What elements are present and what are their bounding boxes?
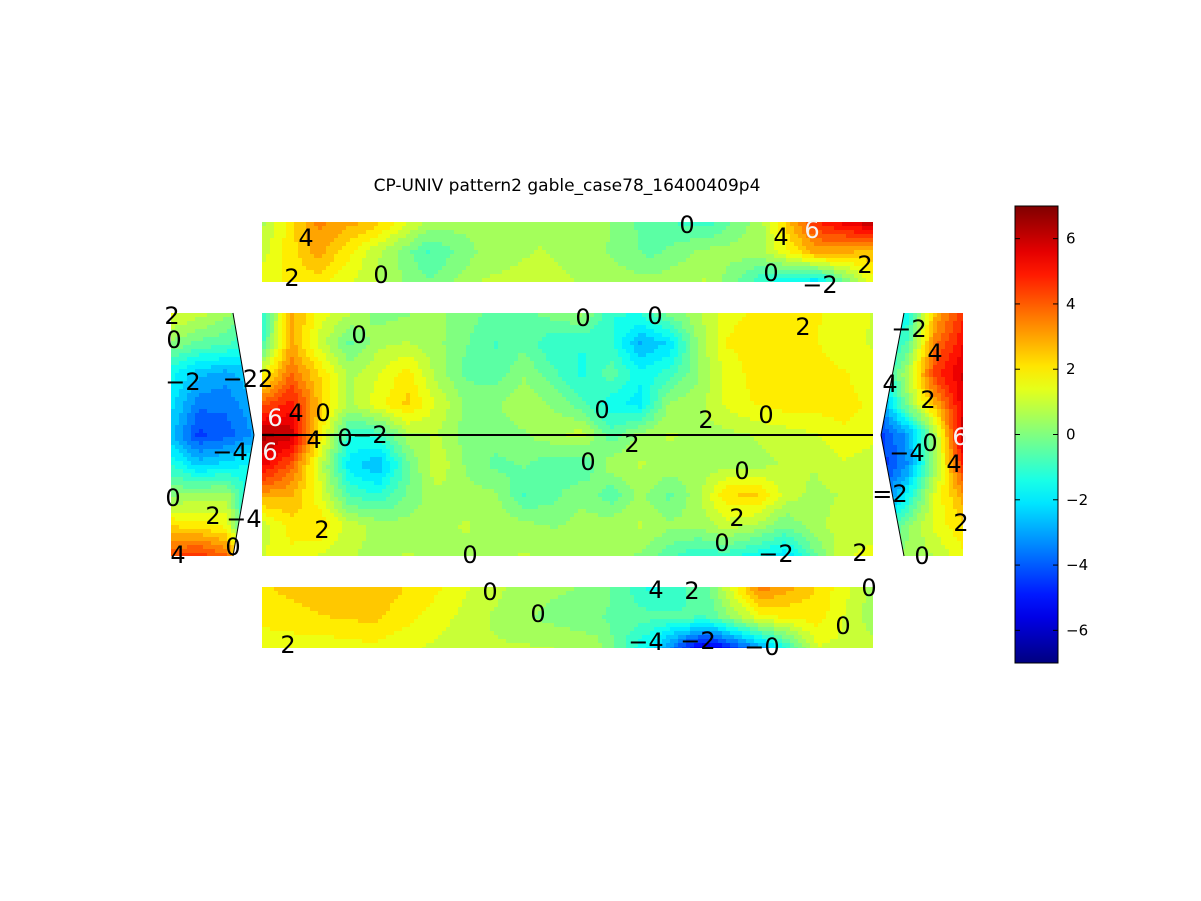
contour-label: 2	[314, 516, 329, 544]
contour-label: −2	[352, 421, 387, 449]
contour-label: 0	[647, 302, 662, 330]
contour-label: 2	[284, 264, 299, 292]
faces-layer	[171, 222, 963, 648]
contour-label: 4	[648, 576, 663, 604]
contour-label: 0	[575, 304, 590, 332]
colorbar-tick-label: 0	[1066, 426, 1076, 444]
face-roof	[262, 313, 873, 556]
face-bottom-wall	[262, 587, 873, 648]
left-gable-edge-lower	[232, 434, 255, 557]
left-gable-edge-upper	[232, 312, 255, 436]
contour-label: 0	[462, 541, 477, 569]
contour-label: 4	[882, 370, 897, 398]
contour-label: 0	[734, 457, 749, 485]
contour-label: −4	[889, 439, 924, 467]
contour-label: 0	[351, 321, 366, 349]
contour-label: 0	[580, 448, 595, 476]
contour-label: 2	[280, 631, 295, 659]
contour-label: 2	[729, 504, 744, 532]
colorbar-tick-label: −6	[1066, 621, 1088, 639]
contour-label: 0	[714, 529, 729, 557]
contour-label: 6	[952, 423, 967, 451]
contour-label: 0	[166, 326, 181, 354]
contour-label: 2	[920, 386, 935, 414]
chart-title: CP-UNIV pattern2 gable_case78_16400409p4	[374, 176, 761, 196]
contour-label: 2	[164, 302, 179, 330]
contour-label: 4	[927, 339, 942, 367]
face-left-gable	[171, 313, 254, 556]
contour-label: 0	[315, 399, 330, 427]
contour-label: 2	[698, 406, 713, 434]
contour-label: −22	[223, 365, 274, 393]
contour-label: 0	[482, 578, 497, 606]
contour-label: 4	[946, 450, 961, 478]
contour-label: −2	[680, 627, 715, 655]
contour-label: 0	[763, 259, 778, 287]
contour-label: 0	[373, 261, 388, 289]
colorbar-ticks: −6 −4 −2 0 2 4 6	[1015, 230, 1088, 639]
contour-label: 0	[594, 396, 609, 424]
contour-label: 2	[852, 539, 867, 567]
contour-label: −4	[628, 628, 663, 656]
contour-label: 2	[205, 502, 220, 530]
right-gable-edge-upper	[880, 312, 905, 436]
contour-label: −2	[165, 368, 200, 396]
contour-label: 0	[835, 612, 850, 640]
contour-label: 2	[684, 577, 699, 605]
contour-label: 4	[170, 541, 185, 569]
contour-label: 4	[288, 399, 303, 427]
contour-label: 0	[758, 401, 773, 429]
colorbar-tick-label: −4	[1066, 556, 1088, 574]
contour-label: 6	[262, 438, 277, 466]
contour-label: 2	[857, 251, 872, 279]
contour-label: 4	[306, 426, 321, 454]
contour-label: 2	[795, 313, 810, 341]
right-gable-edge-lower	[880, 434, 905, 557]
colorbar-tick-label: −2	[1066, 491, 1088, 509]
contour-label: 0	[914, 542, 929, 570]
contour-label: 4	[298, 224, 313, 252]
contour-label: 0	[337, 424, 352, 452]
contour-label: 0	[679, 211, 694, 239]
contour-label: 2	[624, 430, 639, 458]
contour-label: 0	[165, 484, 180, 512]
contour-label: 6	[267, 404, 282, 432]
contour-label: −2	[891, 315, 926, 343]
colorbar-tick-label: 4	[1066, 295, 1076, 313]
contour-label: =2	[872, 480, 907, 508]
contour-label: 4	[773, 223, 788, 251]
contour-label: −2	[802, 271, 837, 299]
contour-label: 0	[530, 600, 545, 628]
contour-label: −4	[212, 438, 247, 466]
contour-label: −2	[758, 540, 793, 568]
face-outlines	[232, 312, 905, 557]
contour-label: 2	[953, 509, 968, 537]
contour-label: 0	[861, 574, 876, 602]
contour-label: 0	[225, 533, 240, 561]
colorbar-tick-label: 6	[1066, 230, 1076, 248]
contour-label: −0	[744, 633, 779, 661]
face-top-wall	[262, 222, 873, 282]
colorbar: −6 −4 −2 0 2 4 6	[1014, 205, 1088, 664]
colorbar-gradient	[1014, 205, 1059, 664]
contour-label: 6	[804, 216, 819, 244]
contour-label: 0	[922, 429, 937, 457]
contour-label: −4	[226, 505, 261, 533]
colorbar-tick-label: 2	[1066, 360, 1076, 378]
